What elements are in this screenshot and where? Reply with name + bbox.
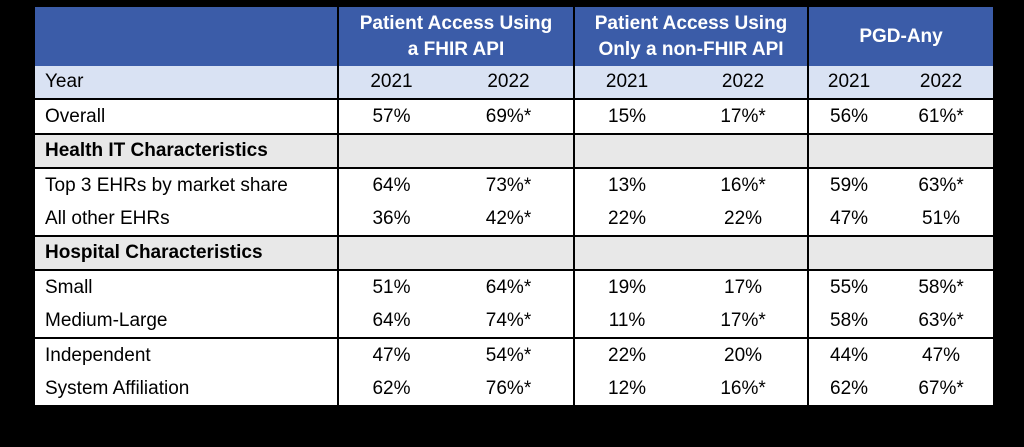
table-row-small: Small 51% 64%* 19% 17% 55% 58%* bbox=[34, 270, 995, 304]
value-cell: 47% bbox=[808, 202, 902, 236]
section-row-hospital: Hospital Characteristics bbox=[34, 235, 995, 271]
value-cell: 51% bbox=[901, 202, 995, 236]
value-cell: 62% bbox=[808, 372, 902, 406]
table-row-all-other-ehrs: All other EHRs 36% 42%* 22% 22% 47% 51% bbox=[34, 202, 995, 236]
value-cell: 16%* bbox=[691, 168, 810, 202]
value-cell: 22% bbox=[574, 202, 692, 236]
year-row: Year 2021 2022 2021 2022 2021 2022 bbox=[34, 66, 995, 100]
group-header-non-fhir-api-line1: Patient Access Using bbox=[594, 12, 788, 34]
value-cell: 17% bbox=[691, 270, 810, 304]
value-cell: 55% bbox=[808, 270, 902, 304]
group-header-fhir-api-line2: a FHIR API bbox=[407, 38, 505, 60]
section-row-health-it: Health IT Characteristics bbox=[34, 133, 995, 169]
value-cell: 64%* bbox=[456, 270, 576, 304]
value-cell: 63%* bbox=[901, 168, 995, 202]
value-cell: 44% bbox=[808, 338, 902, 372]
value-cell: 42%* bbox=[456, 202, 576, 236]
value-cell: 58% bbox=[808, 304, 902, 339]
group-header-fhir-api: Patient Access Using a FHIR API bbox=[338, 6, 576, 66]
value-cell: 69%* bbox=[456, 99, 576, 135]
value-cell: 67%* bbox=[901, 372, 995, 406]
value-cell: 61%* bbox=[901, 99, 995, 135]
value-cell: 73%* bbox=[456, 168, 576, 202]
row-label: Top 3 EHRs by market share bbox=[34, 168, 339, 202]
section-label: Health IT Characteristics bbox=[34, 133, 339, 169]
year-2021-pgd: 2021 bbox=[808, 66, 902, 100]
value-cell: 12% bbox=[574, 372, 692, 406]
group-header-row: Patient Access Using a FHIR API Patient … bbox=[34, 6, 995, 66]
value-cell: 59% bbox=[808, 168, 902, 202]
value-cell: 56% bbox=[808, 99, 902, 135]
value-cell: 19% bbox=[574, 270, 692, 304]
value-cell: 47% bbox=[901, 338, 995, 372]
table-row-independent: Independent 47% 54%* 22% 20% 44% 47% bbox=[34, 338, 995, 372]
section-empty-cell bbox=[808, 235, 995, 271]
row-label: System Affiliation bbox=[34, 372, 339, 406]
value-cell: 16%* bbox=[691, 372, 810, 406]
table-row-overall: Overall 57% 69%* 15% 17%* 56% 61%* bbox=[34, 99, 995, 135]
section-empty-cell bbox=[338, 235, 576, 271]
value-cell: 15% bbox=[574, 99, 692, 135]
value-cell: 76%* bbox=[456, 372, 576, 406]
row-label: All other EHRs bbox=[34, 202, 339, 236]
table-row-medium-large: Medium-Large 64% 74%* 11% 17%* 58% 63%* bbox=[34, 304, 995, 339]
group-header-fhir-api-line1: Patient Access Using bbox=[359, 12, 553, 34]
value-cell: 47% bbox=[338, 338, 456, 372]
year-2022-fhir: 2022 bbox=[456, 66, 576, 100]
value-cell: 22% bbox=[691, 202, 810, 236]
value-cell: 17%* bbox=[691, 304, 810, 339]
row-label: Independent bbox=[34, 338, 339, 372]
section-empty-cell bbox=[808, 133, 995, 169]
value-cell: 22% bbox=[574, 338, 692, 372]
value-cell: 51% bbox=[338, 270, 456, 304]
year-2022-pgd: 2022 bbox=[901, 66, 995, 100]
patient-access-table: Patient Access Using a FHIR API Patient … bbox=[33, 5, 996, 407]
patient-access-table-container: Patient Access Using a FHIR API Patient … bbox=[33, 5, 996, 407]
group-header-non-fhir-api-line2: Only a non-FHIR API bbox=[598, 38, 784, 60]
value-cell: 20% bbox=[691, 338, 810, 372]
value-cell: 13% bbox=[574, 168, 692, 202]
value-cell: 63%* bbox=[901, 304, 995, 339]
value-cell: 54%* bbox=[456, 338, 576, 372]
year-2022-non-fhir: 2022 bbox=[691, 66, 810, 100]
year-row-label: Year bbox=[34, 66, 339, 100]
value-cell: 64% bbox=[338, 168, 456, 202]
year-2021-fhir: 2021 bbox=[338, 66, 456, 100]
table-row-top3-ehrs: Top 3 EHRs by market share 64% 73%* 13% … bbox=[34, 168, 995, 202]
section-empty-cell bbox=[574, 133, 810, 169]
value-cell: 11% bbox=[574, 304, 692, 339]
row-label: Medium-Large bbox=[34, 304, 339, 339]
section-empty-cell bbox=[574, 235, 810, 271]
row-label: Overall bbox=[34, 99, 339, 135]
value-cell: 17%* bbox=[691, 99, 810, 135]
value-cell: 62% bbox=[338, 372, 456, 406]
group-header-pgd-any: PGD-Any bbox=[808, 6, 995, 66]
section-label: Hospital Characteristics bbox=[34, 235, 339, 271]
row-label: Small bbox=[34, 270, 339, 304]
value-cell: 64% bbox=[338, 304, 456, 339]
group-header-non-fhir-api: Patient Access Using Only a non-FHIR API bbox=[574, 6, 810, 66]
value-cell: 36% bbox=[338, 202, 456, 236]
value-cell: 58%* bbox=[901, 270, 995, 304]
year-2021-non-fhir: 2021 bbox=[574, 66, 692, 100]
section-empty-cell bbox=[338, 133, 576, 169]
value-cell: 57% bbox=[338, 99, 456, 135]
value-cell: 74%* bbox=[456, 304, 576, 339]
group-header-pgd-any-line1: PGD-Any bbox=[859, 25, 943, 47]
corner-cell bbox=[34, 6, 339, 66]
table-row-system-affiliation: System Affiliation 62% 76%* 12% 16%* 62%… bbox=[34, 372, 995, 406]
